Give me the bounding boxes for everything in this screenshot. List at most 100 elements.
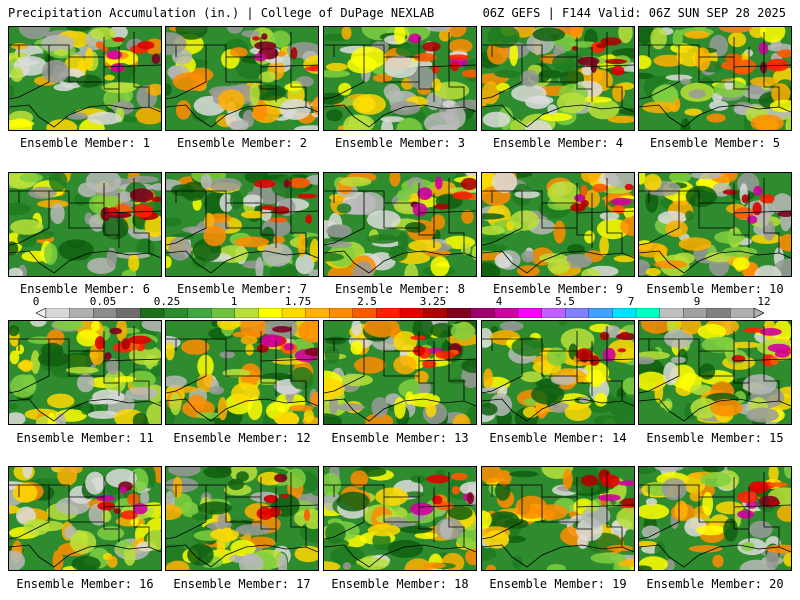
state-border: [448, 32, 465, 107]
ensemble-member-label: Ensemble Member: 13: [331, 431, 469, 445]
precip-blob: [10, 374, 37, 398]
precip-blob: [671, 356, 686, 364]
precip-blob: [242, 194, 263, 207]
precip-blob: [367, 524, 401, 537]
colorbar-swatch: [376, 308, 401, 318]
precip-blob: [106, 247, 118, 268]
precip-core: [133, 503, 148, 515]
state-border: [418, 331, 434, 384]
precip-core: [611, 65, 625, 76]
precip-blob: [482, 403, 498, 416]
colorbar-tick-label: 9: [693, 295, 701, 308]
state-border: [324, 191, 365, 246]
state-border: [639, 544, 791, 568]
precip-core: [753, 185, 763, 196]
precip-field: [9, 173, 161, 276]
state-border: [733, 210, 791, 214]
state-border: [68, 497, 104, 523]
ensemble-map-panel: [8, 172, 162, 277]
precip-blob: [414, 532, 438, 539]
precip-field: [639, 173, 791, 276]
precip-blob: [350, 340, 363, 355]
precip-blob: [430, 214, 446, 230]
precip-blob: [582, 96, 612, 103]
precip-core: [450, 62, 460, 72]
colorbar-swatch: [352, 308, 377, 318]
precip-blob: [140, 489, 150, 507]
precip-blob: [166, 544, 187, 563]
precip-blob: [728, 32, 747, 48]
state-border: [383, 57, 419, 83]
precip-blob: [273, 412, 300, 424]
state-border: [482, 190, 577, 204]
state-border: [9, 484, 104, 498]
ensemble-map-panel: [323, 26, 477, 131]
precip-blob: [589, 500, 599, 512]
precip-blob: [701, 336, 736, 353]
precip-core: [777, 49, 791, 58]
precip-blob: [706, 113, 726, 123]
precip-blob: [593, 415, 623, 424]
state-border: [324, 484, 419, 498]
precip-blob: [123, 545, 136, 566]
precip-core: [741, 194, 749, 204]
ensemble-member-label: Ensemble Member: 11: [16, 431, 154, 445]
state-border: [324, 44, 419, 58]
precip-blob: [612, 48, 634, 59]
precip-blob: [650, 27, 667, 50]
precip-blob: [429, 323, 457, 338]
precip-core: [112, 37, 125, 42]
precip-blob: [71, 556, 101, 570]
state-border: [260, 183, 276, 236]
state-border: [133, 326, 150, 401]
precip-blob: [217, 321, 241, 331]
state-border: [482, 44, 577, 58]
precip-blob: [639, 565, 653, 570]
colorbar-swatch: [635, 308, 661, 318]
precip-blob: [80, 402, 91, 415]
precip-blob: [197, 354, 214, 378]
precip-blob: [460, 243, 471, 255]
precip-blob: [568, 343, 578, 360]
precip-blob: [551, 374, 576, 385]
state-border: [639, 44, 734, 58]
precip-core: [95, 41, 104, 49]
state-border: [639, 484, 734, 498]
precip-blob: [166, 32, 187, 55]
state-border: [606, 472, 623, 547]
precip-blob: [257, 471, 282, 486]
precip-blob: [168, 236, 192, 261]
precip-blob: [514, 190, 540, 199]
precip-blob: [509, 470, 539, 478]
precip-blob: [688, 545, 723, 553]
precip-core: [272, 326, 292, 333]
precip-blob: [714, 231, 745, 244]
precip-core: [580, 184, 588, 196]
state-border: [68, 351, 104, 377]
precip-blob: [654, 380, 664, 403]
precip-blob: [216, 541, 226, 553]
precip-blob: [9, 350, 20, 365]
ensemble-map-panel: [165, 320, 319, 425]
precip-blob: [40, 34, 75, 52]
precip-blob: [101, 510, 112, 522]
colorbar-tick-label: 2.5: [357, 295, 377, 308]
precip-core: [417, 187, 433, 200]
precip-core: [448, 54, 469, 60]
colorbar-tick-label: 4: [495, 295, 503, 308]
precip-blob: [739, 559, 775, 570]
precip-blob: [616, 506, 634, 530]
precip-blob: [581, 173, 600, 183]
ensemble-member-label: Ensemble Member: 10: [646, 282, 784, 296]
state-border: [103, 504, 161, 508]
colorbar-swatch: [281, 308, 307, 318]
state-border: [448, 472, 465, 547]
precip-blob: [452, 414, 471, 424]
precip-blob: [546, 347, 567, 366]
precip-core: [461, 69, 476, 78]
precip-blob: [709, 100, 729, 111]
colorbar-swatch: [305, 308, 330, 318]
precip-blob: [43, 243, 58, 265]
precip-blob: [486, 564, 496, 570]
precip-blob: [599, 235, 609, 257]
